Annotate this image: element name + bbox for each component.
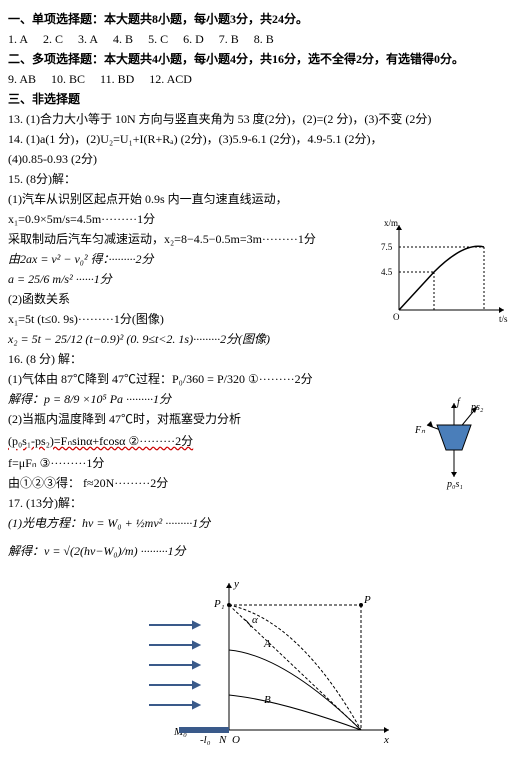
q17a: (1)光电方程：hv = W₀ + ½mv² ·········1分 xyxy=(8,514,511,532)
q16d: (p₀s₁-ps₂)=Fₙsinα+fcosα ②·········2分 xyxy=(8,432,193,450)
svg-text:t/s: t/s xyxy=(499,314,508,324)
q15: 15. (8分)解： xyxy=(8,170,511,188)
q14a: 14. (1)a(1 分)，(2)U₂=U₁+I(R+Rₐ) (2分)，(3)5… xyxy=(8,130,511,148)
q15a: (1)汽车从识别区起点开始 0.9s 内一直匀速直线运动， xyxy=(8,190,511,208)
section-1-title: 一、单项选择题：本大题共8小题，每小题3分，共24分。 xyxy=(8,10,511,28)
svg-text:α: α xyxy=(252,614,258,626)
q16: 16. (8 分) 解： xyxy=(8,350,511,368)
svg-text:O: O xyxy=(232,734,240,746)
q17: 17. (13分)解： xyxy=(8,494,511,512)
svg-text:p₀s₁: p₀s₁ xyxy=(446,479,463,490)
svg-text:4.5: 4.5 xyxy=(381,267,393,277)
answers-row-2: 9. AB 10. BC 11. BD 12. ACD xyxy=(8,70,511,88)
svg-text:Fₙ: Fₙ xyxy=(414,425,426,436)
q14b: (4)0.85-0.93 (2分) xyxy=(8,150,511,168)
q16a: (1)气体由 87℃降到 47℃过程：P₀/360 = P/320 ①·····… xyxy=(8,370,511,388)
chart-trajectory: y x P₁ P A B M₀ N O -l₀ α xyxy=(8,575,511,754)
svg-text:x: x xyxy=(383,734,389,746)
svg-text:x/m: x/m xyxy=(384,218,398,228)
svg-text:O: O xyxy=(393,312,400,322)
svg-text:N: N xyxy=(218,734,227,746)
svg-text:P: P xyxy=(363,594,371,606)
section-3-title: 三、非选择题 xyxy=(8,90,511,108)
q13: 13. (1)合力大小等于 10N 方向与竖直夹角为 53 度(2分)，(2)=… xyxy=(8,110,511,128)
chart-displacement-time: x/m t/s O 7.5 4.5 xyxy=(379,220,509,334)
svg-text:f: f xyxy=(457,397,461,408)
answers-row-1: 1. A 2. C 3. A 4. B 5. C 6. D 7. B 8. B xyxy=(8,30,511,48)
chart-force-diagram: f ps₂ Fₙ p₀s₁ xyxy=(409,395,499,494)
svg-text:y: y xyxy=(233,578,239,590)
svg-text:-l₀: -l₀ xyxy=(200,734,211,746)
q17b: 解得：v = √(2(hv−W₀)/m) ·········1分 xyxy=(8,542,511,560)
section-2-title: 二、多项选择题：本大题共4小题，每小题4分，共16分，选不全得2分，有选错得0分… xyxy=(8,50,511,68)
svg-text:B: B xyxy=(264,694,271,706)
svg-text:P₁: P₁ xyxy=(213,598,225,610)
svg-text:7.5: 7.5 xyxy=(381,242,393,252)
